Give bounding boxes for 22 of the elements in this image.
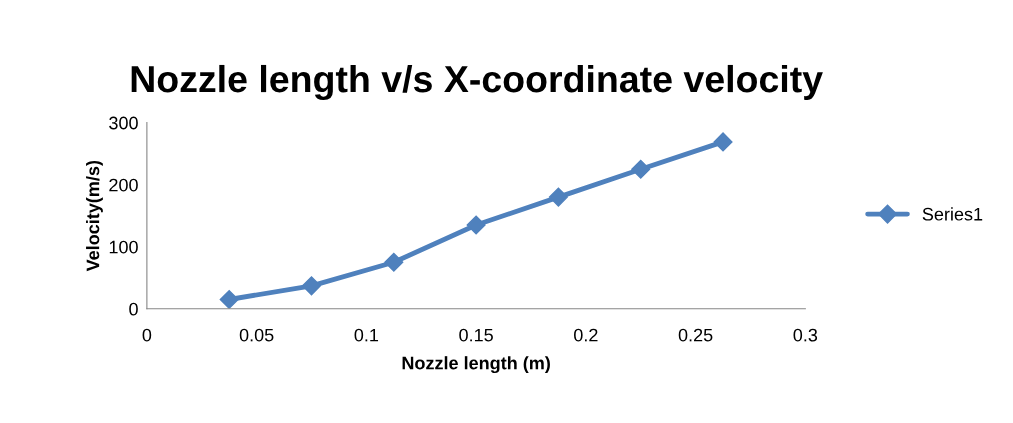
- x-tick-label: 0.3: [793, 328, 818, 342]
- x-tick-label: 0.25: [678, 328, 713, 342]
- point: [713, 132, 733, 152]
- y-tick-label: 0: [129, 302, 138, 316]
- y-tick-label: 200: [109, 178, 138, 192]
- y-tick-label: 100: [109, 240, 138, 254]
- x-tick-label: 0.05: [239, 328, 274, 342]
- x-tick-label: 0.1: [354, 328, 379, 342]
- x-axis-title: Nozzle length (m): [402, 356, 550, 374]
- x-tick-label: 0.2: [574, 328, 598, 342]
- chart-title: Nozzle length v/s X-coordinate velocity: [131, 64, 823, 101]
- legend-label: Series1: [922, 207, 983, 221]
- x-tick-label: 0: [142, 328, 152, 342]
- y-tick-label: 300: [109, 116, 138, 130]
- point: [301, 276, 322, 296]
- point: [466, 215, 486, 235]
- point: [384, 252, 404, 272]
- point: [631, 159, 651, 179]
- x-tick-label: 0.15: [459, 328, 493, 342]
- point: [548, 187, 568, 207]
- y-axis-title: Velocity(m/s): [86, 160, 103, 272]
- point: [219, 289, 239, 309]
